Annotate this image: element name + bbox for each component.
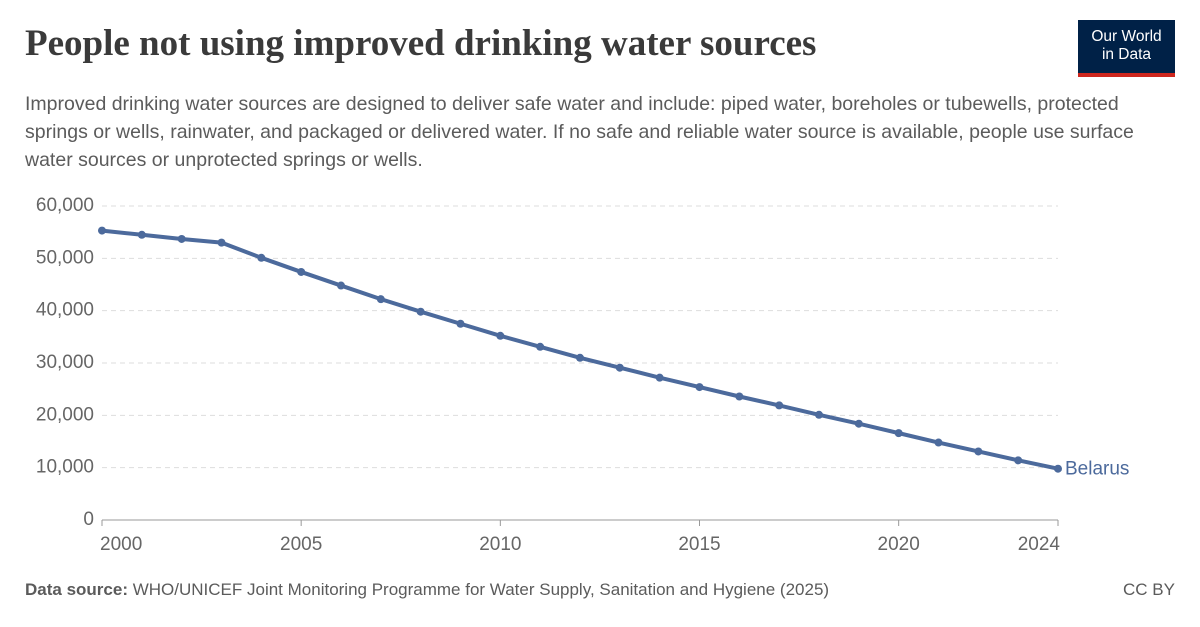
logo-line: Our World [1091, 28, 1162, 45]
license[interactable]: CC BY [1123, 580, 1175, 599]
point [297, 267, 306, 276]
point [1014, 456, 1023, 465]
x-tick-label: 2020 [878, 534, 920, 555]
y-tick-label: 60,000 [36, 195, 94, 216]
y-tick-label: 20,000 [36, 404, 94, 425]
point [536, 342, 545, 351]
point [416, 307, 425, 316]
y-tick-label: 50,000 [36, 247, 94, 268]
point [615, 363, 624, 372]
point [854, 419, 863, 428]
point [376, 295, 385, 304]
logo[interactable]: Our World in Data [1078, 20, 1175, 77]
point [98, 226, 106, 235]
point [217, 238, 226, 247]
y-tick-label: 10,000 [36, 457, 94, 478]
point [137, 230, 146, 239]
point [655, 373, 664, 382]
point [456, 319, 465, 328]
y-tick-label: 40,000 [36, 300, 94, 321]
x-tick-label: 2010 [479, 534, 521, 555]
x-tick-label: 2005 [280, 534, 322, 555]
point [337, 281, 345, 290]
footer: Data source: WHO/UNICEF Joint Monitoring… [25, 580, 829, 600]
point [815, 410, 823, 419]
point [695, 383, 704, 392]
point [894, 429, 903, 438]
point [496, 331, 505, 340]
point [934, 438, 943, 447]
x-tick-label: 2000 [100, 534, 142, 555]
point [735, 392, 744, 401]
x-tick-label: 2015 [678, 534, 720, 555]
point [576, 353, 584, 362]
chart-title: People not using improved drinking water… [25, 23, 817, 64]
line [101, 228, 1059, 471]
point [177, 234, 186, 243]
x-tick-label: 2024 [1018, 534, 1061, 555]
point [974, 447, 983, 456]
series-label: Belarus [1065, 459, 1129, 480]
source: WHO/UNICEF Joint Monitoring Programme fo… [132, 580, 830, 599]
point [257, 253, 266, 262]
y-tick-label: 30,000 [36, 352, 94, 373]
point [775, 401, 784, 410]
chart-subtitle: Improved drinking water sources are desi… [25, 93, 1134, 171]
source-label: Data source: [25, 580, 128, 599]
point [1054, 464, 1062, 473]
logo-line: in Data [1101, 46, 1152, 63]
y-tick-label: 0 [83, 509, 94, 530]
